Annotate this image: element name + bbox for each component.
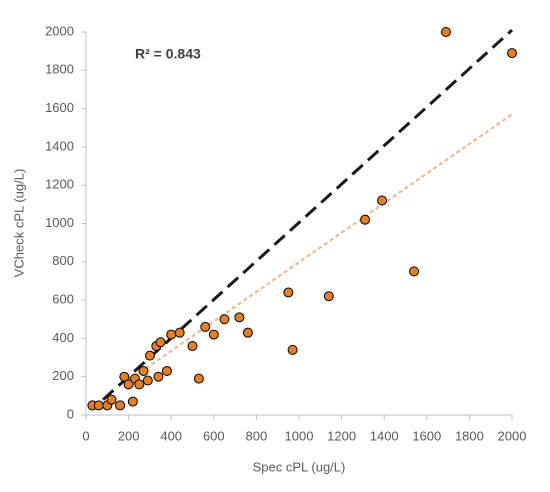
point — [283, 287, 294, 298]
x-tick-label: 800 — [246, 428, 268, 443]
x-tick-label: 2000 — [498, 428, 527, 443]
y-tick-label: 1800 — [45, 62, 74, 77]
point — [323, 291, 334, 302]
y-tick-label: 0 — [67, 406, 74, 421]
y-tick-label: 600 — [52, 292, 74, 307]
point — [106, 394, 117, 405]
y-tick-label: 2000 — [45, 23, 74, 38]
point — [193, 373, 204, 384]
point — [138, 365, 149, 376]
x-tick-label: 1000 — [285, 428, 314, 443]
x-tick-label: 1200 — [327, 428, 356, 443]
trend-line — [128, 113, 513, 382]
point — [166, 329, 177, 340]
point — [134, 379, 145, 390]
y-tick-label: 1000 — [45, 215, 74, 230]
point — [440, 27, 451, 37]
point — [507, 48, 517, 59]
point — [161, 365, 172, 376]
point — [142, 375, 153, 386]
point — [115, 400, 126, 411]
point — [155, 337, 166, 348]
point — [360, 214, 371, 225]
point — [93, 400, 104, 411]
y-tick-label: 400 — [52, 330, 74, 345]
point — [242, 327, 253, 338]
point — [409, 266, 420, 277]
y-tick-label: 800 — [52, 253, 74, 268]
x-axis-label: Spec cPL (ug/L) — [253, 459, 346, 474]
x-tick-label: 1800 — [455, 428, 484, 443]
point — [234, 312, 245, 323]
point — [123, 379, 134, 390]
x-tick-label: 400 — [160, 428, 182, 443]
point — [287, 344, 298, 355]
point — [377, 195, 388, 206]
point — [144, 350, 155, 361]
x-tick-label: 1600 — [412, 428, 441, 443]
point — [200, 321, 211, 332]
y-axis-label: VCheck cPL (ug/L) — [11, 169, 26, 278]
point — [208, 329, 219, 340]
y-tick-label: 1200 — [45, 177, 74, 192]
x-tick-label: 1400 — [370, 428, 399, 443]
y-tick-label: 200 — [52, 368, 74, 383]
y-tick-label: 1400 — [45, 138, 74, 153]
point — [187, 341, 198, 352]
point — [153, 371, 164, 382]
point — [174, 327, 185, 338]
x-tick-label: 600 — [203, 428, 225, 443]
annotation: R² = 0.843 — [135, 46, 201, 62]
y-tick-label: 1600 — [45, 100, 74, 115]
x-tick-label: 0 — [82, 428, 89, 443]
x-tick-label: 200 — [118, 428, 140, 443]
point — [127, 396, 138, 407]
point — [219, 314, 230, 325]
point — [119, 371, 130, 382]
